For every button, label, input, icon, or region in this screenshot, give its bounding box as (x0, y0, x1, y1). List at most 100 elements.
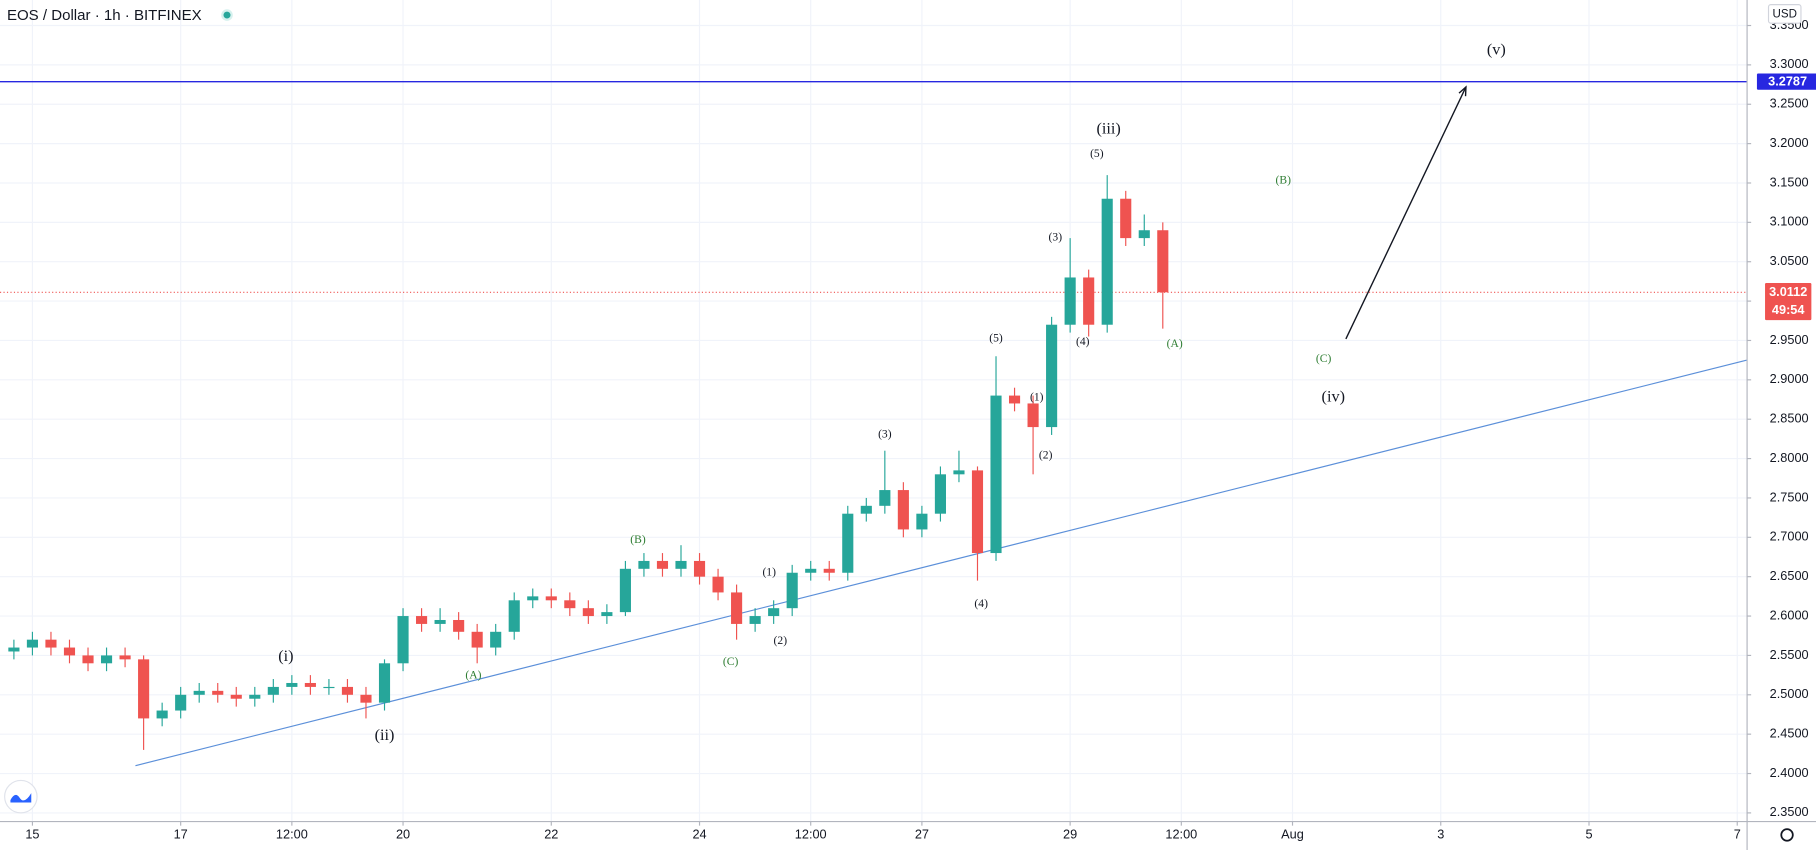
candle-body (119, 655, 131, 660)
candle-body (175, 694, 187, 711)
candle-body (1008, 395, 1021, 404)
last-price-tag (1765, 283, 1812, 321)
y-tick-label: 3.1000 (1770, 214, 1809, 229)
symbol-title: EOS / Dollar · 1h · BITFINEX (7, 7, 202, 24)
candle-body (768, 608, 780, 617)
candle-body (786, 572, 798, 609)
wave-label: (5) (989, 331, 1003, 344)
wave-label: (1) (762, 565, 776, 578)
candle-body (712, 576, 724, 593)
wave-label: (2) (1039, 448, 1053, 461)
candle-body (749, 616, 761, 624)
y-tick-label: 2.6500 (1770, 568, 1809, 583)
wave-label: (v) (1487, 41, 1506, 59)
candle-body (916, 513, 928, 530)
y-tick-label: 2.8000 (1770, 450, 1809, 465)
candle-body (156, 710, 168, 719)
candle-body (638, 560, 650, 569)
logo-badge[interactable] (4, 779, 38, 814)
candle-body (1138, 230, 1150, 239)
trendline (135, 359, 1747, 767)
y-tick-label: 2.4500 (1770, 726, 1809, 741)
y-tick-label: 2.6000 (1770, 607, 1809, 622)
candle-body (45, 639, 57, 648)
wave-label: (B) (1276, 174, 1292, 187)
candle-body (656, 560, 669, 569)
settings-icon[interactable] (1780, 828, 1794, 842)
y-tick-label: 3.0500 (1770, 253, 1809, 268)
candle-body (138, 659, 150, 719)
candle-body (527, 596, 539, 601)
wave-label: (3) (878, 428, 892, 441)
candle-body (360, 694, 372, 703)
candle-body (582, 608, 594, 617)
candle-body (842, 513, 854, 573)
candle-body (971, 470, 984, 554)
y-tick-label: 2.7500 (1770, 489, 1809, 504)
y-tick-label: 2.9500 (1770, 332, 1809, 347)
y-tick-label: 2.7000 (1770, 529, 1809, 544)
bar-countdown: 49:54 (1772, 302, 1805, 317)
candle-body (1046, 324, 1058, 428)
wave-label: (A) (465, 669, 481, 682)
candle-body (731, 592, 743, 624)
candle-body (1064, 277, 1076, 325)
candle-body (1120, 198, 1132, 239)
x-tick-label: 5 (1585, 826, 1592, 841)
wave-label: (iii) (1097, 120, 1121, 138)
x-tick-label: 20 (396, 826, 410, 841)
candle-body (286, 682, 298, 687)
x-tick-label: 7 (1734, 826, 1741, 841)
wave-label: (4) (1076, 335, 1090, 348)
forecast-arrow (1345, 86, 1467, 340)
y-tick-label: 3.2500 (1770, 96, 1809, 111)
candle-body (26, 639, 38, 648)
candle-body (879, 490, 891, 506)
candle-body (416, 616, 428, 624)
target-price-label: 3.2787 (1768, 74, 1807, 89)
candle-body (1027, 403, 1039, 428)
grid (0, 0, 1747, 822)
currency-box[interactable] (1767, 4, 1802, 24)
candle-body (823, 568, 835, 573)
last-price-label: 3.0112 (1769, 284, 1807, 299)
target-price-tag (1756, 73, 1816, 90)
x-tick-label: 22 (544, 826, 558, 841)
x-tick-label: 15 (25, 826, 39, 841)
candle-body (341, 686, 354, 695)
x-tick-label: 24 (692, 826, 706, 841)
x-tick-label: Aug (1281, 826, 1304, 841)
wave-label: (iv) (1322, 388, 1345, 406)
candle-body (230, 694, 242, 699)
candle-body (453, 619, 465, 632)
x-tick-label: 17 (174, 826, 188, 841)
candle-body (397, 616, 409, 664)
y-tick-label: 2.9000 (1770, 371, 1809, 386)
candle-body (934, 474, 946, 514)
y-tick-label: 3.2000 (1770, 135, 1809, 150)
wave-label: (2) (774, 634, 788, 647)
x-tick-label: 27 (915, 826, 929, 841)
y-tick-label: 3.3000 (1770, 56, 1809, 71)
y-tick-label: 2.4000 (1770, 765, 1809, 780)
wave-label: (1) (1030, 390, 1044, 403)
candle-body (82, 655, 94, 664)
y-tick-label: 2.3500 (1770, 804, 1809, 819)
candle-body (508, 600, 520, 632)
candle-body (490, 631, 502, 648)
x-tick-label: 3 (1437, 826, 1444, 841)
candle-body (990, 395, 1002, 554)
candle-body (860, 505, 872, 514)
candle-body (8, 647, 20, 652)
candle-body (304, 682, 316, 687)
y-tick-label: 2.8500 (1770, 411, 1809, 426)
status-dot (223, 11, 231, 19)
axes: 2.3500 2.4000 2.4500 2.5000 2.5500 2.6000 2.65… (25, 17, 1816, 841)
x-tick-label: 29 (1063, 826, 1077, 841)
wave-label: (A) (1167, 337, 1183, 350)
wave-label: (C) (1316, 352, 1332, 365)
candle-body (323, 686, 335, 689)
wave-label: (4) (974, 597, 988, 610)
